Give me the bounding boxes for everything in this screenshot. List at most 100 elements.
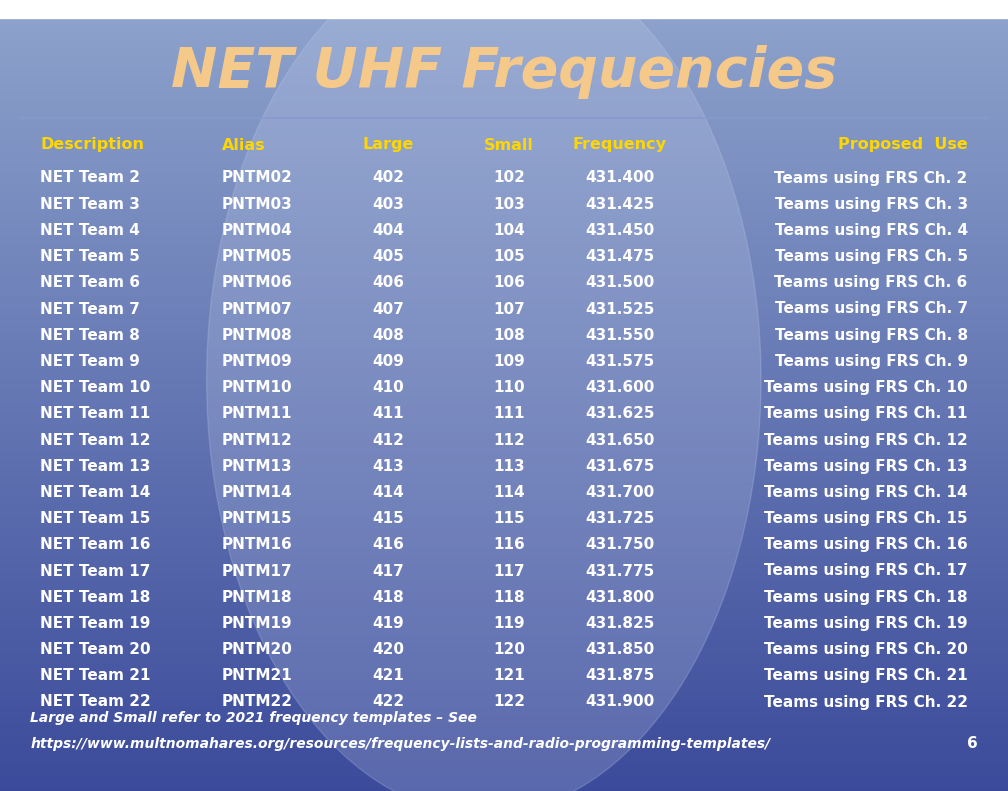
Bar — [0, 282, 1008, 285]
Bar — [0, 388, 1008, 390]
Bar — [0, 675, 1008, 678]
Bar — [0, 116, 1008, 119]
Text: 414: 414 — [372, 485, 404, 500]
Text: Teams using FRS Ch. 14: Teams using FRS Ch. 14 — [764, 485, 968, 500]
Bar — [0, 728, 1008, 730]
Bar — [0, 485, 1008, 488]
Bar — [0, 332, 1008, 335]
Text: NET Team 7: NET Team 7 — [40, 301, 140, 316]
Bar — [0, 781, 1008, 783]
Bar — [0, 366, 1008, 369]
Bar — [0, 232, 1008, 235]
Bar — [0, 441, 1008, 443]
Bar — [0, 206, 1008, 208]
Bar — [0, 382, 1008, 385]
Bar — [0, 393, 1008, 396]
Bar — [0, 372, 1008, 374]
Bar — [0, 287, 1008, 290]
Text: 122: 122 — [493, 694, 525, 710]
Bar — [0, 411, 1008, 414]
Bar — [0, 77, 1008, 79]
Text: 410: 410 — [372, 380, 404, 395]
Bar — [0, 350, 1008, 354]
Bar — [0, 390, 1008, 393]
Text: Teams using FRS Ch. 6: Teams using FRS Ch. 6 — [774, 275, 968, 290]
Bar — [0, 237, 1008, 240]
Text: 121: 121 — [493, 668, 525, 683]
Text: 431.525: 431.525 — [586, 301, 654, 316]
Text: PNTM19: PNTM19 — [222, 616, 292, 631]
Bar — [0, 546, 1008, 548]
Bar — [0, 524, 1008, 528]
Bar — [0, 327, 1008, 330]
Bar — [0, 585, 1008, 588]
Text: 431.600: 431.600 — [586, 380, 654, 395]
Bar — [0, 340, 1008, 343]
Bar — [0, 356, 1008, 358]
Bar — [0, 319, 1008, 322]
Bar — [0, 785, 1008, 789]
Bar — [0, 757, 1008, 759]
Bar — [0, 308, 1008, 311]
Bar — [0, 380, 1008, 382]
Bar — [0, 619, 1008, 623]
Bar — [0, 493, 1008, 496]
Bar — [0, 32, 1008, 34]
Text: Teams using FRS Ch. 17: Teams using FRS Ch. 17 — [764, 563, 968, 578]
Bar — [0, 248, 1008, 251]
Bar — [0, 290, 1008, 293]
Bar — [0, 303, 1008, 306]
Bar — [0, 37, 1008, 40]
Text: NET Team 10: NET Team 10 — [40, 380, 150, 395]
Text: Teams using FRS Ch. 5: Teams using FRS Ch. 5 — [774, 249, 968, 264]
Text: 431.750: 431.750 — [586, 537, 654, 552]
Text: Teams using FRS Ch. 15: Teams using FRS Ch. 15 — [764, 511, 968, 526]
Text: 112: 112 — [493, 433, 525, 448]
Bar — [0, 261, 1008, 263]
Bar — [0, 496, 1008, 498]
Bar — [0, 190, 1008, 192]
Bar — [0, 448, 1008, 451]
Bar — [0, 543, 1008, 546]
Text: PNTM03: PNTM03 — [222, 197, 292, 212]
Bar — [0, 259, 1008, 261]
Bar — [0, 0, 1008, 18]
Bar — [0, 271, 1008, 274]
Bar — [0, 306, 1008, 308]
Bar — [0, 657, 1008, 659]
Bar — [0, 335, 1008, 338]
Text: 117: 117 — [493, 563, 525, 578]
Text: PNTM14: PNTM14 — [222, 485, 292, 500]
Text: 106: 106 — [493, 275, 525, 290]
Text: 104: 104 — [493, 223, 525, 238]
Bar — [0, 229, 1008, 232]
Text: 407: 407 — [372, 301, 404, 316]
Bar — [0, 443, 1008, 445]
Bar — [0, 100, 1008, 103]
Bar — [0, 403, 1008, 406]
Text: NET Team 4: NET Team 4 — [40, 223, 140, 238]
Bar — [0, 562, 1008, 564]
Text: Teams using FRS Ch. 22: Teams using FRS Ch. 22 — [764, 694, 968, 710]
Bar — [0, 6, 1008, 8]
Bar — [0, 490, 1008, 493]
Bar — [0, 127, 1008, 129]
Bar — [0, 577, 1008, 580]
Bar — [0, 472, 1008, 475]
Text: 109: 109 — [493, 354, 525, 369]
Text: 415: 415 — [372, 511, 404, 526]
Text: PNTM06: PNTM06 — [222, 275, 292, 290]
Bar — [0, 694, 1008, 696]
Bar — [0, 659, 1008, 662]
Bar — [0, 172, 1008, 174]
Bar — [0, 50, 1008, 53]
Bar — [0, 517, 1008, 520]
Bar — [0, 667, 1008, 670]
Text: 417: 417 — [372, 563, 404, 578]
Bar — [0, 596, 1008, 599]
Bar — [0, 551, 1008, 554]
Bar — [0, 572, 1008, 575]
Text: 431.825: 431.825 — [586, 616, 654, 631]
Bar — [0, 706, 1008, 710]
Text: 413: 413 — [372, 459, 404, 474]
